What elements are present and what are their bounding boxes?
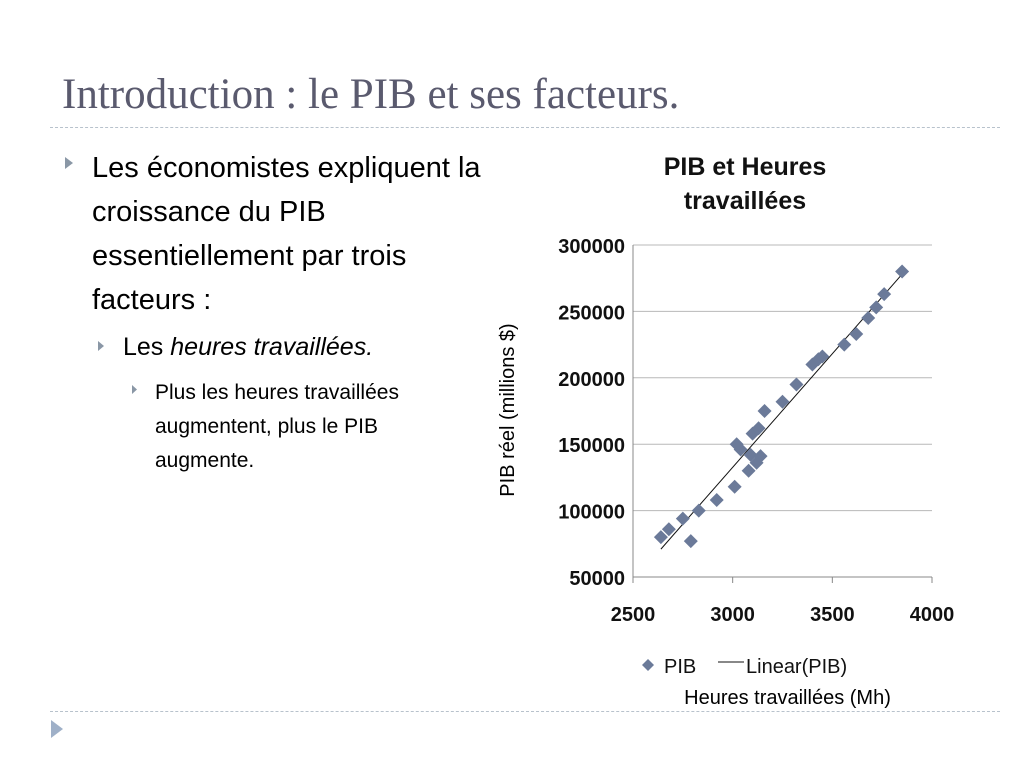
chart-gridlines (633, 244, 932, 512)
data-point-pib (741, 463, 756, 478)
chart-legend: PIB Linear(PIB) (642, 656, 847, 678)
y-tick-label: 100000 (558, 502, 625, 524)
chart-x-axis-label: Heures travaillées (Mh) (684, 687, 891, 709)
data-point-pib (815, 349, 830, 364)
data-point-pib (849, 326, 864, 341)
bullet-level2-text: Les heures travaillées. (123, 330, 373, 364)
bullet-level2-italic: heures travaillées. (170, 333, 374, 361)
data-point-pib (709, 492, 724, 507)
legend-marker-pib (642, 659, 654, 671)
data-point-pib (727, 479, 742, 494)
legend-label-linear: Linear(PIB) (746, 656, 847, 678)
y-tick-label: 150000 (558, 435, 625, 457)
x-tick-label: 2500 (611, 604, 656, 626)
bullet-level2-prefix: Les (123, 333, 171, 361)
chart-title: PIB et Heures travaillées (663, 153, 827, 215)
legend-label-pib: PIB (664, 656, 696, 678)
x-tick-label: 4000 (910, 604, 955, 626)
data-point-pib (837, 337, 852, 352)
data-point-pib (653, 530, 668, 545)
data-point-pib (683, 534, 698, 549)
footer-divider (50, 711, 1000, 712)
bullet-level3-text: Plus les heures travaillées augmentent, … (155, 381, 399, 472)
footer-arrow-icon (50, 719, 64, 744)
chart-trendline (660, 273, 903, 550)
data-point-pib (757, 404, 772, 418)
chart-y-axis-label: PIB réel (millions $) (497, 323, 519, 496)
y-tick-label: 200000 (558, 369, 625, 391)
chart-points (653, 264, 910, 549)
bullet-arrow-icon (131, 384, 138, 395)
data-point-pib (877, 287, 892, 302)
chart-axes (632, 245, 933, 583)
data-point-pib (861, 311, 876, 326)
y-tick-label: 50000 (569, 568, 625, 590)
data-point-pib (789, 377, 804, 392)
data-point-pib (751, 421, 766, 436)
data-point-pib (753, 449, 768, 464)
data-point-pib (691, 503, 706, 518)
bullet-arrow-icon (64, 156, 74, 170)
title-divider (50, 127, 1000, 128)
y-tick-label: 250000 (558, 302, 625, 324)
data-point-pib (895, 264, 910, 279)
trendline-linear-pib (660, 273, 903, 550)
bullet-level1-text: Les économistes expliquent la croissance… (92, 152, 481, 316)
data-point-pib (675, 511, 690, 526)
bullet-arrow-icon (97, 340, 105, 352)
data-point-pib (661, 522, 676, 537)
data-point-pib (869, 300, 884, 315)
x-tick-label: 3500 (810, 604, 855, 626)
y-tick-label: 300000 (558, 236, 625, 258)
x-tick-label: 3000 (710, 604, 755, 626)
data-point-pib (733, 442, 748, 457)
slide-title: Introduction : le PIB et ses facteurs. (62, 71, 680, 118)
chart-tick-labels: 50000 100000 150000 200000 250000 300000 2500 3… (558, 236, 954, 626)
data-point-pib (775, 394, 790, 409)
